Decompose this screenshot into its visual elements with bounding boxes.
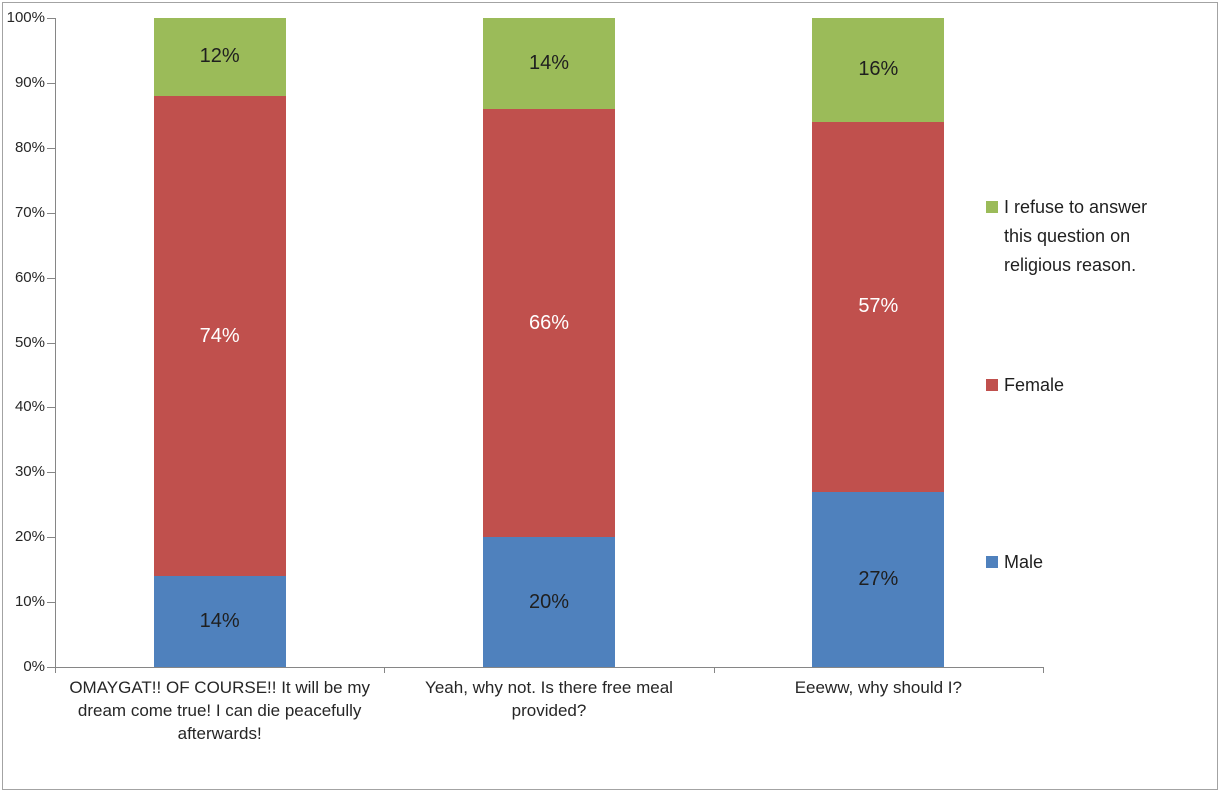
- y-axis-tick: [47, 667, 55, 668]
- bar-segment-female: 57%: [812, 121, 945, 492]
- legend-item-refuse: I refuse to answer this question on religi…: [986, 193, 1174, 280]
- x-axis-tick: [1043, 667, 1044, 673]
- y-axis-tick: [47, 537, 55, 538]
- data-label-female: 57%: [858, 295, 899, 318]
- data-label-refuse: 14%: [528, 51, 570, 74]
- bar-segment-female: 74%: [153, 95, 286, 577]
- x-axis-tick: [714, 667, 715, 673]
- legend-item-female: Female: [986, 371, 1174, 400]
- y-axis-tick-label: 80%: [14, 139, 45, 156]
- x-category-label-line: dream come true! I can die peacefully: [77, 701, 362, 720]
- legend-swatch-refuse: [986, 201, 998, 213]
- y-axis-tick: [47, 343, 55, 344]
- y-axis-tick: [47, 472, 55, 473]
- x-category-label: Yeah, why not. Is there free meal provide…: [374, 676, 724, 722]
- x-category-label-line: Yeah, why not. Is there free meal: [425, 678, 673, 697]
- y-axis-tick: [47, 407, 55, 408]
- bar-segment-male: 20%: [483, 537, 615, 667]
- data-label-male: 20%: [528, 590, 570, 613]
- data-label-refuse: 12%: [199, 45, 240, 68]
- bar-segment-female: 66%: [483, 108, 615, 538]
- legend-label-female: Female: [1004, 375, 1065, 395]
- y-axis-tick-label: 30%: [14, 463, 45, 480]
- data-label-female: 74%: [199, 324, 240, 347]
- data-label-male: 14%: [199, 610, 240, 633]
- legend-label-refuse: I refuse to answer this question on religi…: [1004, 197, 1148, 275]
- x-category-label-line: afterwards!: [177, 724, 262, 743]
- x-axis-tick: [384, 667, 385, 673]
- bar-segment-male: 14%: [153, 576, 286, 667]
- y-axis-tick: [47, 18, 55, 19]
- y-axis-line: [55, 18, 56, 668]
- legend-label-male: Male: [1004, 552, 1044, 572]
- legend-swatch-female: [986, 379, 998, 391]
- y-axis-tick-label: 100%: [6, 9, 45, 26]
- legend-item-male: Male: [986, 548, 1174, 577]
- y-axis-tick-label: 40%: [14, 398, 45, 415]
- y-axis-tick-label: 50%: [14, 334, 45, 351]
- data-label-female: 66%: [528, 311, 570, 334]
- bar-segment-refuse: 14%: [483, 18, 615, 109]
- y-axis-tick: [47, 148, 55, 149]
- bar-segment-male: 27%: [812, 491, 945, 667]
- legend-swatch-male: [986, 556, 998, 568]
- y-axis-tick-label: 10%: [14, 593, 45, 610]
- y-axis-tick: [47, 602, 55, 603]
- x-category-label: OMAYGAT!! OF COURSE!! It will be my dream…: [45, 676, 395, 745]
- y-axis-tick: [47, 83, 55, 84]
- y-axis-tick: [47, 213, 55, 214]
- y-axis-tick-label: 90%: [14, 74, 45, 91]
- bar-segment-refuse: 12%: [153, 18, 286, 96]
- data-label-refuse: 16%: [858, 58, 899, 81]
- x-category-label-line: Eeeww, why should I?: [794, 678, 962, 697]
- y-axis-tick-label: 70%: [14, 204, 45, 221]
- data-label-male: 27%: [858, 567, 899, 590]
- y-axis-tick-label: 20%: [14, 528, 45, 545]
- y-axis-tick: [47, 278, 55, 279]
- bar-segment-refuse: 16%: [812, 18, 945, 122]
- x-category-label: Eeeww, why should I?: [703, 676, 1053, 699]
- x-axis-tick: [55, 667, 56, 673]
- x-category-label-line: provided?: [511, 701, 587, 720]
- y-axis-tick-label: 60%: [14, 269, 45, 286]
- y-axis-tick-label: 0%: [23, 658, 45, 675]
- x-axis-line: [55, 667, 1044, 668]
- x-category-label-line: OMAYGAT!! OF COURSE!! It will be my: [69, 678, 370, 697]
